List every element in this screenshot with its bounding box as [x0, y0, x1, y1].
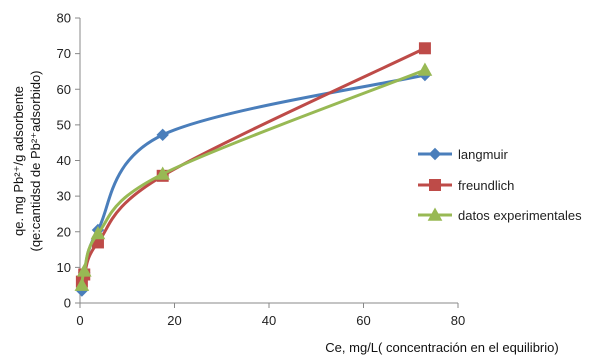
legend-swatch-marker [428, 147, 442, 161]
data-point [90, 226, 106, 240]
y-axis-title-line1: qe. mg Pb²⁺/g adsorbente [11, 86, 26, 236]
y-tick-label: 10 [57, 260, 71, 275]
legend-label: freundlich [458, 178, 514, 193]
y-axis-title-line2: (qe:cantidsd de Pb²⁺adsorbido) [28, 70, 43, 251]
axes: 0 10 20 30 40 50 60 70 80 0 20 40 60 80 [57, 11, 466, 329]
y-tick-label: 80 [57, 11, 71, 26]
data-point [74, 277, 90, 291]
y-tick-label: 20 [57, 224, 71, 239]
legend-label: datos experimentales [458, 208, 582, 223]
legend-item: langmuir [418, 147, 509, 162]
legend-swatch-marker [427, 207, 443, 221]
data-point [156, 128, 169, 142]
legend-swatch-marker [429, 179, 441, 191]
series-layer [74, 42, 433, 297]
series-datos-experimentales [74, 62, 433, 291]
legend-item: datos experimentales [418, 207, 582, 223]
x-tick-label: 40 [262, 313, 276, 328]
data-point [418, 42, 431, 55]
x-tick-label: 60 [356, 313, 370, 328]
y-tick-label: 50 [57, 117, 71, 132]
series-line [80, 46, 426, 283]
y-tick-label: 0 [64, 296, 71, 311]
x-tick-label: 0 [76, 313, 83, 328]
y-tick-label: 60 [57, 82, 71, 97]
series-line [80, 73, 426, 291]
data-point [155, 166, 171, 180]
series-line [80, 68, 426, 286]
legend-label: langmuir [458, 147, 509, 162]
series-freundlich [75, 42, 431, 288]
legend: langmuir freundlich datos experimentales [418, 147, 582, 223]
y-tick-label: 40 [57, 153, 71, 168]
data-point [76, 263, 92, 277]
x-tick-label: 80 [451, 313, 465, 328]
x-axis-title: Ce, mg/L( concentración en el equilibrio… [325, 340, 558, 355]
legend-item: freundlich [418, 178, 514, 193]
y-tick-label: 30 [57, 189, 71, 204]
series-langmuir [75, 68, 432, 297]
y-tick-label: 70 [57, 46, 71, 61]
x-tick-label: 20 [167, 313, 181, 328]
data-point [417, 62, 433, 76]
